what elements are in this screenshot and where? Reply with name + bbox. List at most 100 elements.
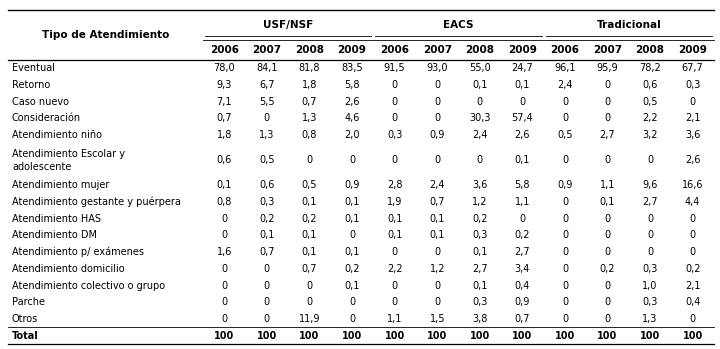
Text: 0: 0 [221, 297, 228, 307]
Text: 2007: 2007 [423, 45, 451, 55]
Text: 2,4: 2,4 [472, 130, 487, 140]
Text: 0,3: 0,3 [642, 297, 658, 307]
Text: 0: 0 [307, 155, 312, 165]
Text: 1,3: 1,3 [259, 130, 274, 140]
Text: 2,7: 2,7 [642, 197, 658, 207]
Text: 0,1: 0,1 [344, 197, 360, 207]
Text: 0,2: 0,2 [600, 264, 616, 274]
Text: 1,8: 1,8 [217, 130, 232, 140]
Text: 0: 0 [605, 214, 611, 224]
Text: 0: 0 [690, 214, 696, 224]
Text: 11,9: 11,9 [299, 314, 320, 324]
Text: 2,7: 2,7 [600, 130, 616, 140]
Text: 0: 0 [562, 314, 568, 324]
Text: 2007: 2007 [593, 45, 622, 55]
Text: Atendimiento Escolar y: Atendimiento Escolar y [12, 149, 125, 158]
Text: 0,5: 0,5 [642, 97, 658, 107]
Text: 0,9: 0,9 [557, 180, 572, 190]
Text: 1,2: 1,2 [429, 264, 445, 274]
Text: Tradicional: Tradicional [596, 20, 661, 30]
Text: 0: 0 [221, 314, 228, 324]
Text: 1,0: 1,0 [642, 281, 658, 290]
Text: 0,5: 0,5 [302, 180, 318, 190]
Text: Atendimiento domicilio: Atendimiento domicilio [12, 264, 125, 274]
Text: 1,9: 1,9 [387, 197, 402, 207]
Text: 0,1: 0,1 [515, 155, 530, 165]
Text: 0,1: 0,1 [387, 230, 402, 240]
Text: 0,1: 0,1 [472, 247, 487, 257]
Text: 0: 0 [690, 97, 696, 107]
Text: Parche: Parche [12, 297, 45, 307]
Text: 0,2: 0,2 [344, 264, 360, 274]
Text: 100: 100 [469, 331, 490, 341]
Text: 2009: 2009 [338, 45, 366, 55]
Text: 0: 0 [392, 80, 397, 90]
Text: 5,8: 5,8 [515, 180, 530, 190]
Text: 0: 0 [562, 113, 568, 124]
Text: 0,5: 0,5 [259, 155, 274, 165]
Text: 0,1: 0,1 [472, 80, 487, 90]
Text: 3,6: 3,6 [685, 130, 701, 140]
Text: 55,0: 55,0 [469, 64, 490, 73]
Text: 0,1: 0,1 [387, 214, 402, 224]
Text: 0: 0 [647, 155, 653, 165]
Text: 0,2: 0,2 [685, 264, 701, 274]
Text: 0: 0 [562, 214, 568, 224]
Text: 0,1: 0,1 [430, 214, 445, 224]
Text: 0: 0 [605, 297, 611, 307]
Text: 0,1: 0,1 [217, 180, 232, 190]
Text: 0: 0 [562, 230, 568, 240]
Text: 0,6: 0,6 [217, 155, 232, 165]
Text: 2,7: 2,7 [472, 264, 487, 274]
Text: 0,7: 0,7 [429, 197, 445, 207]
Text: Atendimiento HAS: Atendimiento HAS [12, 214, 101, 224]
Text: 0,3: 0,3 [259, 197, 274, 207]
Text: 0: 0 [647, 214, 653, 224]
Text: 0: 0 [264, 264, 270, 274]
Text: 2,6: 2,6 [515, 130, 530, 140]
Text: 1,3: 1,3 [302, 113, 317, 124]
Text: 0: 0 [647, 247, 653, 257]
Text: 0,6: 0,6 [259, 180, 274, 190]
Text: 1,3: 1,3 [642, 314, 658, 324]
Text: 0: 0 [264, 297, 270, 307]
Text: 0: 0 [519, 97, 526, 107]
Text: 0,1: 0,1 [344, 214, 360, 224]
Text: 0: 0 [690, 230, 696, 240]
Text: 2,6: 2,6 [344, 97, 360, 107]
Text: 0: 0 [605, 247, 611, 257]
Text: 0,7: 0,7 [217, 113, 232, 124]
Text: 0: 0 [562, 297, 568, 307]
Text: 7,1: 7,1 [217, 97, 232, 107]
Text: 0,1: 0,1 [472, 281, 487, 290]
Text: 2,7: 2,7 [515, 247, 530, 257]
Text: 0: 0 [307, 297, 312, 307]
Text: EACS: EACS [444, 20, 474, 30]
Text: 2,2: 2,2 [387, 264, 402, 274]
Text: 6,7: 6,7 [259, 80, 274, 90]
Text: 81,8: 81,8 [299, 64, 320, 73]
Text: 0,4: 0,4 [515, 281, 530, 290]
Text: 2006: 2006 [380, 45, 409, 55]
Text: 100: 100 [555, 331, 575, 341]
Text: 67,7: 67,7 [682, 64, 703, 73]
Text: 0: 0 [562, 155, 568, 165]
Text: 0: 0 [562, 264, 568, 274]
Text: 100: 100 [427, 331, 447, 341]
Text: adolescente: adolescente [12, 162, 71, 172]
Text: 0: 0 [221, 264, 228, 274]
Text: 2008: 2008 [295, 45, 324, 55]
Text: Caso nuevo: Caso nuevo [12, 97, 69, 107]
Text: USF/NSF: USF/NSF [263, 20, 313, 30]
Text: 0,1: 0,1 [344, 281, 360, 290]
Text: 0: 0 [562, 197, 568, 207]
Text: 78,2: 78,2 [639, 64, 661, 73]
Text: 0,2: 0,2 [472, 214, 487, 224]
Text: Atendimiento mujer: Atendimiento mujer [12, 180, 109, 190]
Text: 0: 0 [690, 314, 696, 324]
Text: 2,1: 2,1 [685, 113, 701, 124]
Text: 0,8: 0,8 [217, 197, 232, 207]
Text: 0,3: 0,3 [642, 264, 658, 274]
Text: 100: 100 [512, 331, 533, 341]
Text: 1,5: 1,5 [429, 314, 445, 324]
